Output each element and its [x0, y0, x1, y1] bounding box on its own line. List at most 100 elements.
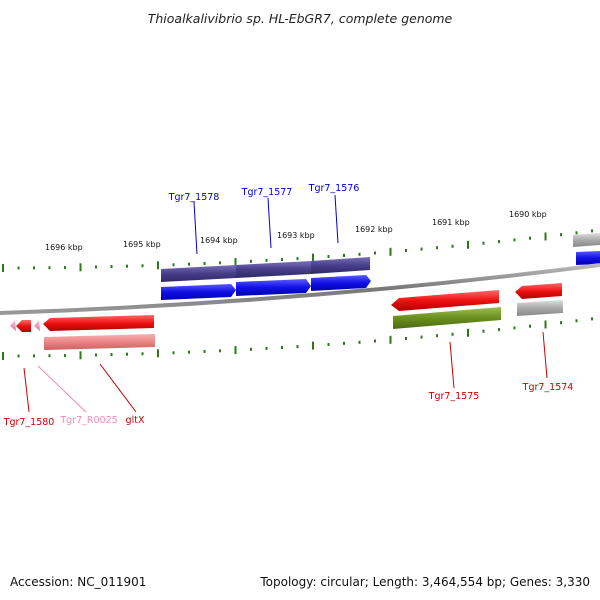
cds-arrow-tgr7-1577[interactable]	[236, 279, 311, 296]
minor-tick	[281, 258, 283, 261]
minor-tick	[420, 335, 423, 339]
minor-tick	[327, 343, 330, 346]
trna-small-arrow[interactable]	[34, 320, 40, 331]
gene-label-tgr7-1577[interactable]: Tgr7_1577	[241, 187, 293, 198]
kbp-label: 1690 kbp	[509, 210, 547, 219]
leader-tgr7-1577	[267, 197, 272, 249]
cds-arrow-right-edge[interactable]	[576, 251, 600, 265]
minor-tick	[141, 264, 144, 268]
minor-tick	[451, 332, 454, 336]
minor-tick	[513, 238, 516, 242]
gene-feature-right-edge[interactable]	[573, 233, 600, 247]
minor-tick	[250, 347, 252, 351]
minor-tick	[188, 262, 190, 266]
leader-gltx	[99, 363, 137, 413]
minor-tick	[296, 345, 299, 349]
accession-text: Accession: NC_011901	[10, 575, 146, 589]
gene-label-tgr7-r0025[interactable]: Tgr7_R0025	[59, 415, 117, 426]
minor-tick	[110, 353, 113, 357]
cds-arrow-tgr7-1575[interactable]	[391, 290, 499, 311]
trna-tgr7-r0025-arrow[interactable]	[10, 320, 16, 331]
minor-tick	[436, 246, 438, 250]
page-title: Thioalkalivibrio sp. HL-EbGR7, complete …	[148, 11, 453, 26]
gene-feature-tgr7-1574[interactable]	[517, 300, 563, 316]
minor-tick	[405, 249, 407, 252]
cds-arrow-tgr7-1576[interactable]	[311, 275, 371, 291]
kbp-label: 1694 kbp	[200, 236, 238, 245]
cds-arrow-tgr7-1578[interactable]	[161, 284, 236, 300]
minor-tick	[482, 329, 485, 333]
major-tick	[157, 349, 159, 358]
label-leaders	[23, 194, 548, 413]
major-tick	[544, 232, 547, 241]
minor-tick	[529, 236, 531, 240]
minor-tick	[265, 258, 268, 262]
kbp-label: 1695 kbp	[123, 240, 161, 249]
major-tick	[2, 352, 4, 360]
minor-tick	[219, 261, 221, 265]
minor-tick	[203, 350, 206, 353]
minor-tick	[250, 259, 252, 263]
minor-tick	[141, 352, 144, 356]
cds-arrow-gltx[interactable]	[43, 315, 154, 331]
major-tick	[157, 261, 159, 270]
minor-tick	[436, 334, 438, 338]
gene-label-tgr7-1580[interactable]: Tgr7_1580	[3, 417, 55, 428]
major-tick	[2, 264, 4, 272]
kbp-label: 1696 kbp	[45, 243, 83, 252]
minor-tick	[327, 255, 330, 258]
gene-label-tgr7-1574[interactable]: Tgr7_1574	[522, 382, 574, 393]
gene-label-tgr7-1575[interactable]: Tgr7_1575	[428, 391, 480, 402]
major-tick	[79, 351, 82, 360]
kbp-labels: 1696 kbp 1695 kbp 1694 kbp 1693 kbp 1692…	[45, 210, 547, 252]
gene-feature-tgr7-1578[interactable]	[161, 265, 236, 282]
major-tick	[544, 320, 547, 329]
minor-tick	[172, 263, 175, 267]
gene-feature-tgr7-1575[interactable]	[393, 307, 501, 329]
minor-tick	[451, 244, 454, 248]
topology-text: Topology: circular; Length: 3,464,554 bp…	[259, 575, 590, 589]
gene-label-gltx[interactable]: gltX	[126, 415, 145, 426]
leader-tgr7-1575	[449, 341, 455, 389]
inner-tick-ring	[2, 317, 593, 360]
leader-tgr7-1574	[542, 331, 548, 379]
minor-tick	[498, 240, 500, 244]
leader-tgr7-1580	[23, 367, 30, 413]
minor-tick	[405, 337, 407, 340]
minor-tick	[513, 326, 516, 330]
minor-tick	[172, 351, 175, 355]
gene-feature-gltx[interactable]	[44, 334, 155, 350]
major-tick	[312, 341, 314, 350]
minor-tick	[296, 257, 299, 261]
major-tick	[234, 258, 237, 267]
minor-tick	[420, 247, 423, 251]
minor-tick	[358, 252, 361, 256]
gene-label-tgr7-1576[interactable]: Tgr7_1576	[308, 183, 360, 194]
minor-tick	[498, 328, 500, 332]
cds-arrow-tgr7-1580[interactable]	[16, 320, 31, 332]
major-tick	[467, 240, 469, 249]
minor-tick	[64, 266, 66, 269]
minor-tick	[126, 264, 128, 268]
gene-feature-tgr7-1577[interactable]	[236, 261, 311, 278]
minor-tick	[374, 251, 376, 255]
gene-feature-tgr7-1576[interactable]	[311, 257, 370, 274]
gene-labels: Tgr7_1578 Tgr7_1577 Tgr7_1576 Tgr7_1580 …	[3, 183, 574, 428]
major-tick	[234, 346, 237, 355]
reverse-gene-track	[44, 300, 563, 350]
minor-tick	[560, 233, 562, 237]
cds-arrow-tgr7-1574[interactable]	[515, 283, 562, 299]
minor-tick	[343, 341, 345, 345]
forward-cds-track	[161, 251, 600, 300]
minor-tick	[575, 319, 578, 323]
minor-tick	[17, 354, 20, 358]
minor-tick	[48, 266, 51, 270]
kbp-label: 1693 kbp	[277, 231, 315, 240]
kbp-label: 1692 kbp	[355, 225, 393, 234]
minor-tick	[110, 265, 113, 269]
forward-gene-track	[161, 257, 370, 282]
major-tick	[79, 263, 82, 272]
gene-label-tgr7-1578[interactable]: Tgr7_1578	[168, 192, 220, 203]
kbp-label: 1691 kbp	[432, 218, 470, 227]
